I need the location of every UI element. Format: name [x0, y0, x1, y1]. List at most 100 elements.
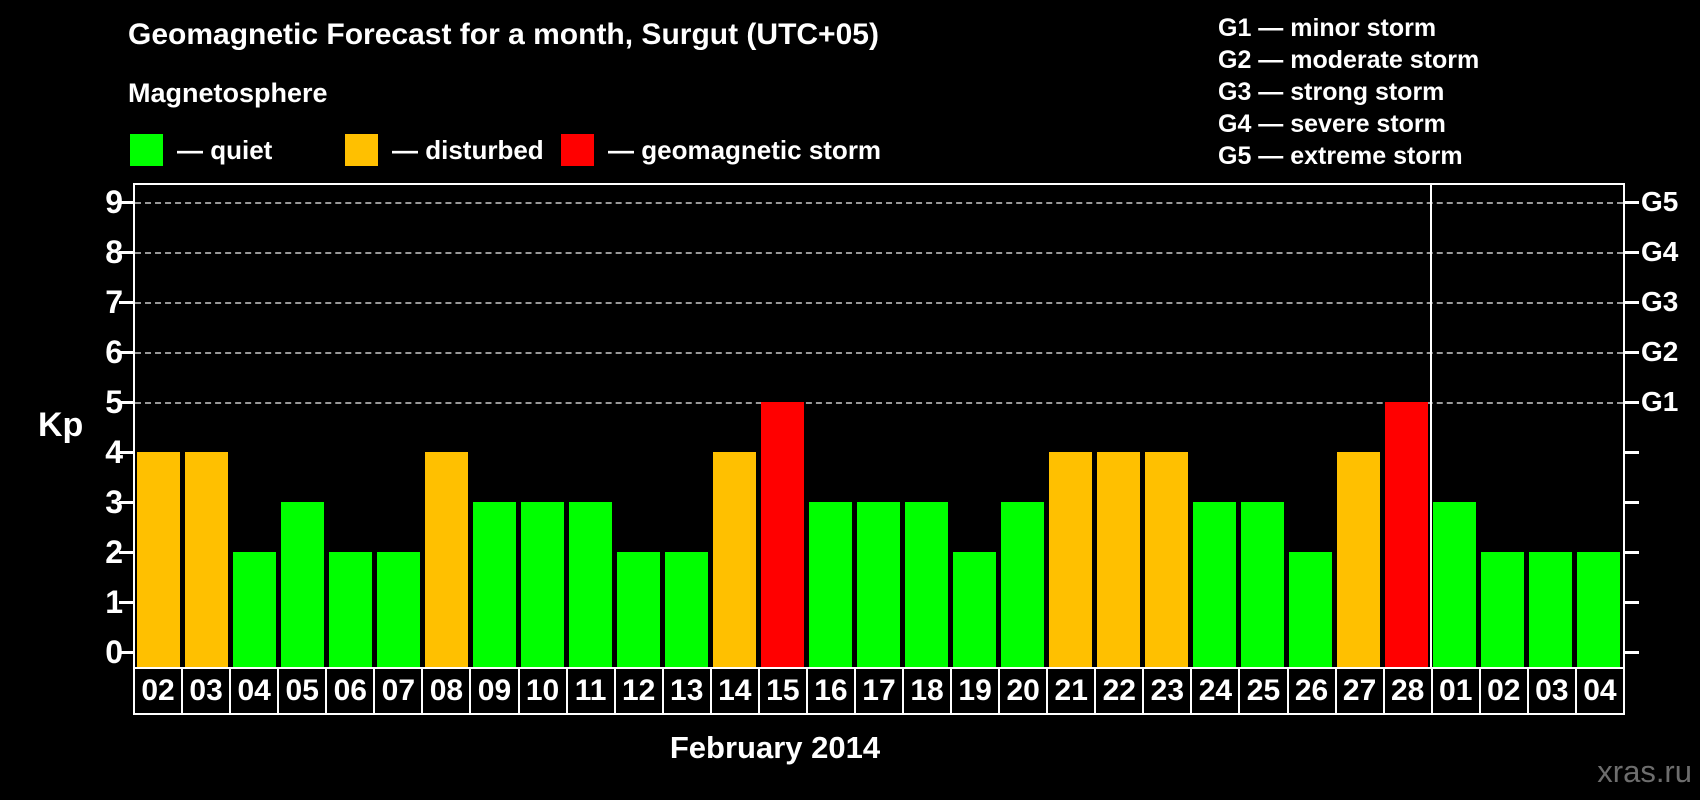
kp-bar-day-02 — [137, 452, 180, 667]
day-cell: 23 — [1144, 669, 1193, 713]
y-tick-right — [1625, 301, 1639, 304]
kp-bar-day-23 — [1145, 452, 1188, 667]
bar-slot — [1047, 185, 1095, 667]
kp-bar-day-27 — [1337, 452, 1380, 667]
kp-gridline — [135, 202, 1623, 204]
bar-slot — [903, 185, 951, 667]
bar-slot — [999, 185, 1047, 667]
bar-slot — [1095, 185, 1143, 667]
day-cell: 27 — [1337, 669, 1385, 713]
y-tick-right — [1625, 251, 1639, 254]
day-cell: 22 — [1096, 669, 1145, 713]
kp-bar-day-12 — [617, 552, 660, 667]
bar-slot — [615, 185, 663, 667]
kp-bar-day-15 — [761, 402, 804, 667]
y-tick-right — [1625, 401, 1639, 404]
day-cell: 14 — [712, 669, 760, 713]
y-tick-right — [1625, 601, 1639, 604]
bar-slot — [375, 185, 423, 667]
x-axis-title: February 2014 — [669, 730, 881, 765]
day-cell: 25 — [1240, 669, 1289, 713]
storm-scale-legend-line: G1 — minor storm — [1218, 14, 1437, 42]
day-cell: 04 — [231, 669, 280, 713]
bar-slot — [231, 185, 279, 667]
bar-slot — [471, 185, 519, 667]
bar-slot — [663, 185, 711, 667]
bar-slot — [1431, 185, 1479, 667]
y-tick-label: 7 — [105, 284, 123, 320]
bar-slot — [1143, 185, 1191, 667]
day-cell: 21 — [1048, 669, 1097, 713]
bar-slot — [423, 185, 471, 667]
storm-scale-legend-line: G2 — moderate storm — [1218, 46, 1480, 74]
kp-bar-day-25 — [1241, 502, 1284, 667]
kp-bar-day-04 — [1577, 552, 1620, 667]
kp-bar-day-26 — [1289, 552, 1332, 667]
kp-gridline — [135, 252, 1623, 254]
y-tick-left — [119, 451, 133, 454]
kp-bar-day-17 — [857, 502, 900, 667]
bar-slot — [855, 185, 903, 667]
magnetosphere-legend-title: Magnetosphere — [128, 78, 328, 108]
bars-layer — [135, 185, 1623, 667]
bar-slot — [1191, 185, 1239, 667]
bar-slot — [1239, 185, 1287, 667]
bar-slot — [567, 185, 615, 667]
day-cell: 10 — [520, 669, 568, 713]
day-cell: 08 — [423, 669, 472, 713]
day-cell: 26 — [1289, 669, 1337, 713]
y-tick-label: 9 — [105, 184, 123, 220]
storm-scale-legend-line: G5 — extreme storm — [1218, 142, 1463, 170]
day-cell: 03 — [1529, 669, 1577, 713]
y-tick-left — [119, 601, 133, 604]
y-tick-right — [1625, 351, 1639, 354]
y-tick-left — [119, 551, 133, 554]
y-tick-label: 6 — [105, 334, 123, 370]
kp-bar-day-19 — [953, 552, 996, 667]
day-cell: 02 — [1481, 669, 1529, 713]
y-tick-right — [1625, 501, 1639, 504]
bar-slot — [711, 185, 759, 667]
bar-slot — [1479, 185, 1527, 667]
month-separator — [1429, 185, 1432, 667]
day-cell: 03 — [183, 669, 232, 713]
kp-bar-day-04 — [233, 552, 276, 667]
day-cell: 05 — [279, 669, 328, 713]
kp-bar-day-07 — [377, 552, 420, 667]
day-cell: 01 — [1433, 669, 1481, 713]
site-watermark: xras.ru — [1597, 754, 1692, 789]
day-cell: 07 — [375, 669, 424, 713]
kp-bar-day-28 — [1385, 402, 1428, 667]
storm-color-swatch — [561, 134, 594, 166]
legend-label: — quiet — [177, 134, 273, 165]
bar-slot — [759, 185, 807, 667]
kp-bar-day-03 — [1529, 552, 1572, 667]
y-tick-right — [1625, 651, 1639, 654]
bar-slot — [183, 185, 231, 667]
g-scale-label: G3 — [1641, 286, 1679, 317]
disturbed-color-swatch — [345, 134, 378, 166]
g-scale-label: G1 — [1641, 386, 1679, 417]
y-tick-left — [119, 301, 133, 304]
day-cell: 19 — [952, 669, 1001, 713]
kp-bar-day-10 — [521, 502, 564, 667]
y-tick-label: 8 — [105, 234, 123, 270]
y-axis-title: Kp — [38, 406, 84, 444]
y-tick-label: 4 — [105, 434, 123, 470]
day-cell: 20 — [1000, 669, 1049, 713]
kp-bar-day-14 — [713, 452, 756, 667]
g-scale-label: G4 — [1641, 236, 1679, 267]
bar-slot — [135, 185, 183, 667]
y-tick-left — [119, 201, 133, 204]
legend-label: — geomagnetic storm — [608, 134, 882, 165]
day-cell: 24 — [1192, 669, 1241, 713]
bar-slot — [327, 185, 375, 667]
legend-label: — disturbed — [392, 134, 544, 165]
day-cell: 15 — [760, 669, 808, 713]
storm-scale-legend-line: G4 — severe storm — [1218, 110, 1446, 138]
y-tick-label: 3 — [105, 484, 123, 520]
legend-item-quiet: — quiet — [130, 133, 272, 167]
bar-slot — [279, 185, 327, 667]
kp-bar-day-13 — [665, 552, 708, 667]
